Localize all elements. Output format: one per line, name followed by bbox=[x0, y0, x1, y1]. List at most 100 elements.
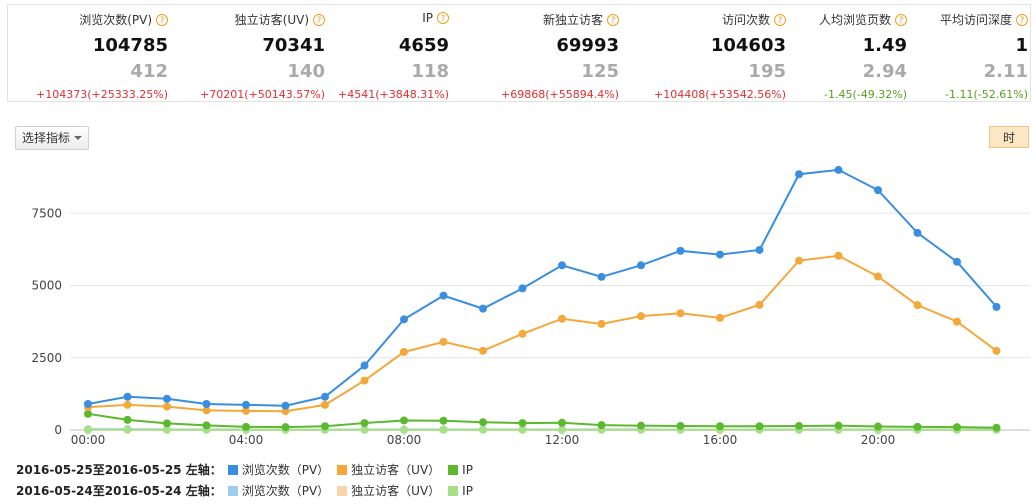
data-point-ip bbox=[321, 422, 329, 431]
stat-ip: IP? 4659 118 +4541(+3848.31%) bbox=[289, 5, 449, 103]
stat-delta: +70201(+50143.57%) bbox=[200, 88, 325, 101]
data-point-pv bbox=[400, 315, 408, 324]
data-point-uv bbox=[716, 313, 724, 322]
legend-item-pv[interactable]: 浏览次数（PV） bbox=[227, 461, 329, 478]
select-metric-dropdown[interactable]: 选择指标 bbox=[15, 126, 90, 150]
stat-value: 4659 bbox=[398, 35, 449, 56]
line-chart: 02500500075001000000:0004:0008:0012:0016… bbox=[31, 165, 1030, 447]
data-point-pv bbox=[84, 399, 92, 408]
question-icon[interactable]: ? bbox=[1016, 13, 1028, 26]
data-point-uv bbox=[597, 319, 606, 328]
legend-item-pv-prev[interactable]: 浏览次数（PV） bbox=[227, 482, 329, 499]
data-point-ip_prev bbox=[123, 425, 132, 434]
data-point-pv bbox=[360, 361, 369, 370]
data-point-ip bbox=[400, 416, 408, 425]
stat-prev-value: 2.11 bbox=[983, 61, 1028, 82]
stat-label: 新独立访客? bbox=[543, 11, 619, 28]
legend-swatch bbox=[448, 464, 459, 475]
data-point-uv bbox=[834, 251, 843, 260]
data-point-ip bbox=[834, 421, 843, 430]
data-point-ip bbox=[84, 409, 92, 418]
stat-prev-value: 125 bbox=[581, 61, 619, 82]
granularity-hour-button[interactable]: 时 bbox=[989, 126, 1029, 148]
stat-avg-depth: 平均访问深度? 1 2.11 -1.11(-52.61%) bbox=[868, 5, 1028, 103]
select-metric-label: 选择指标 bbox=[22, 131, 71, 145]
x-tick-label: 00:00 bbox=[71, 433, 106, 447]
stats-panel: 浏览次数(PV)? 104785 412 +104373(+25333.25%)… bbox=[7, 4, 1031, 102]
data-point-pv bbox=[913, 228, 922, 237]
y-tick-label: 7500 bbox=[31, 206, 62, 220]
data-point-ip_prev bbox=[163, 425, 171, 434]
data-point-pv bbox=[439, 291, 448, 300]
data-point-uv bbox=[953, 317, 961, 326]
stat-delta: +4541(+3848.31%) bbox=[338, 88, 449, 101]
data-point-uv bbox=[281, 407, 290, 416]
data-point-pv bbox=[558, 261, 566, 270]
data-point-ip_prev bbox=[439, 425, 448, 434]
data-point-pv bbox=[953, 257, 961, 266]
question-icon[interactable]: ? bbox=[313, 13, 325, 26]
x-tick-label: 20:00 bbox=[861, 433, 896, 447]
data-point-pv bbox=[281, 401, 290, 410]
stat-prev-value: 140 bbox=[287, 61, 325, 82]
stat-prev-value: 195 bbox=[748, 61, 786, 82]
data-point-ip bbox=[202, 421, 211, 430]
data-point-uv bbox=[755, 300, 764, 309]
legend-swatch bbox=[227, 485, 238, 496]
stat-delta: -1.11(-52.61%) bbox=[945, 88, 1028, 101]
x-tick-label: 12:00 bbox=[545, 433, 580, 447]
data-point-ip bbox=[874, 422, 882, 431]
data-point-uv bbox=[242, 406, 250, 415]
data-point-ip bbox=[163, 419, 171, 428]
question-icon[interactable]: ? bbox=[156, 13, 168, 26]
data-point-pv bbox=[676, 246, 685, 255]
data-point-ip_prev bbox=[558, 425, 566, 434]
stat-value: 104785 bbox=[92, 35, 168, 56]
caret-down-icon bbox=[74, 136, 83, 140]
data-point-uv bbox=[558, 314, 566, 323]
legend-item-ip[interactable]: IP bbox=[448, 463, 473, 477]
legend-date: 2016-05-24至2016-05-24 左轴： bbox=[16, 484, 222, 498]
data-point-pv bbox=[834, 165, 843, 174]
series-line-uv bbox=[87, 254, 998, 413]
stat-value: 1 bbox=[1015, 35, 1028, 56]
legend-previous: 2016-05-24至2016-05-24 左轴： 浏览次数（PV） 独立访客（… bbox=[16, 482, 481, 499]
data-point-uv bbox=[202, 406, 211, 415]
x-tick-label: 08:00 bbox=[387, 433, 422, 447]
question-icon[interactable]: ? bbox=[895, 13, 907, 26]
data-point-ip bbox=[953, 423, 961, 432]
question-icon[interactable]: ? bbox=[774, 13, 786, 26]
legend-item-uv[interactable]: 独立访客（UV） bbox=[337, 461, 440, 478]
stat-value: 1.49 bbox=[862, 35, 907, 56]
stat-label: 独立访客(UV)? bbox=[235, 11, 325, 28]
data-point-uv bbox=[913, 301, 922, 310]
stat-value: 69993 bbox=[556, 35, 619, 56]
legend-item-uv-prev[interactable]: 独立访客（UV） bbox=[337, 482, 440, 499]
stat-value: 104603 bbox=[710, 35, 786, 56]
data-point-uv bbox=[321, 400, 329, 409]
data-point-ip bbox=[992, 423, 1001, 432]
stat-label: 浏览次数(PV)? bbox=[79, 11, 168, 28]
data-point-ip bbox=[716, 422, 724, 431]
stat-label: IP? bbox=[422, 11, 449, 25]
y-tick-label: 0 bbox=[54, 423, 62, 437]
data-point-uv bbox=[676, 309, 685, 318]
question-icon[interactable]: ? bbox=[607, 13, 619, 26]
data-point-pv bbox=[874, 186, 882, 195]
stat-pages-per-user: 人均浏览页数? 1.49 2.94 -1.45(-49.32%) bbox=[747, 5, 907, 103]
data-point-ip_prev bbox=[400, 425, 408, 434]
stat-visits: 访问次数? 104603 195 +104408(+53542.56%) bbox=[626, 5, 786, 103]
data-point-pv bbox=[795, 170, 803, 179]
data-point-uv bbox=[163, 402, 171, 411]
stat-delta: +104373(+25333.25%) bbox=[36, 88, 168, 101]
data-point-ip bbox=[913, 422, 922, 431]
legend-item-ip-prev[interactable]: IP bbox=[448, 484, 473, 498]
question-icon[interactable]: ? bbox=[437, 12, 449, 24]
data-point-pv bbox=[202, 399, 211, 408]
data-point-ip bbox=[242, 422, 250, 431]
stat-delta: -1.45(-49.32%) bbox=[824, 88, 907, 101]
data-point-ip bbox=[637, 421, 645, 430]
data-point-uv bbox=[123, 400, 132, 409]
y-tick-label: 5000 bbox=[31, 279, 62, 293]
series-line-ip bbox=[87, 412, 997, 429]
